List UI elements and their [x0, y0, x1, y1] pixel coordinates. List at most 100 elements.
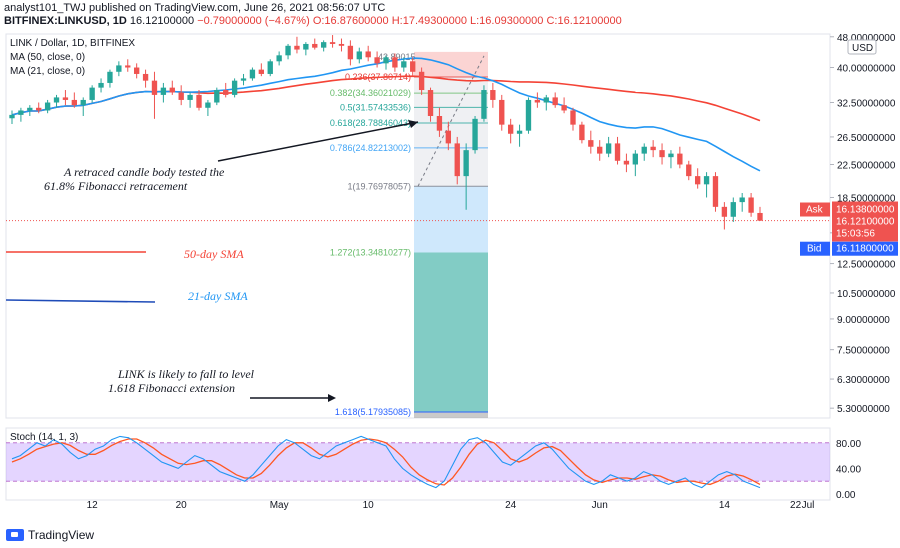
annotation-target-1: LINK is likely to fall to level	[117, 367, 255, 381]
candle-body	[27, 107, 33, 111]
fib-level-label: 0.5(31.57433536)	[340, 102, 411, 112]
candle-body	[89, 87, 95, 100]
candle-body	[62, 97, 69, 100]
bid-label: Bid	[807, 244, 821, 255]
bid-price-box	[832, 241, 898, 256]
ask-tag	[800, 202, 830, 217]
candle-body	[418, 71, 425, 91]
ask-price-box	[832, 201, 898, 242]
candle-body	[205, 102, 211, 108]
candle-body	[659, 150, 665, 158]
candle-body	[392, 57, 398, 68]
candle-body	[686, 164, 692, 177]
price-tick-label: 5.30000000	[837, 404, 890, 415]
candle-body	[427, 90, 434, 117]
currency-label: USD	[852, 43, 873, 54]
candle-body	[187, 94, 193, 100]
candle-body	[472, 118, 478, 151]
candle-body	[436, 116, 443, 131]
price-tick-label: 32.50000000	[837, 99, 896, 110]
candle-body	[641, 146, 647, 154]
footer-brand: TradingView	[6, 528, 94, 542]
candle-body	[133, 67, 140, 74]
candle-body	[543, 97, 549, 103]
chart-title: LINK / Dollar, 1D, BITFINEX	[10, 38, 135, 49]
candle-body	[561, 105, 567, 111]
stoch-tick-label: 0.00	[836, 490, 856, 501]
currency-badge	[847, 39, 877, 55]
time-tick-label: Jun	[592, 500, 608, 511]
candle-body	[249, 69, 256, 79]
candle-body	[356, 51, 362, 60]
fib-zone-bottom	[414, 412, 488, 418]
candle-body	[383, 57, 389, 64]
candle-body	[739, 197, 745, 203]
price-tick-label: 12.50000000	[837, 260, 896, 271]
candle-body	[142, 73, 149, 81]
candle-body	[258, 69, 265, 74]
time-tick-label: 24	[505, 500, 517, 511]
price-tick-label: 10.50000000	[837, 289, 896, 300]
fib-zone-top	[414, 51, 488, 78]
candle-body	[703, 176, 710, 185]
stoch-d-line	[11, 438, 761, 486]
candle-body	[721, 206, 728, 217]
candle-body	[44, 102, 51, 111]
candle-body	[410, 61, 416, 72]
last-price: 16.12100000	[129, 15, 195, 27]
candle-body	[552, 97, 558, 106]
candle-body	[80, 99, 86, 106]
time-tick-label: Jul	[802, 500, 815, 511]
candle-body	[623, 160, 630, 165]
candle-body	[329, 42, 336, 44]
candle-body	[605, 143, 612, 154]
stoch-pane-frame	[5, 427, 831, 501]
stoch-tick-label: 80.00	[836, 439, 861, 450]
candle-body	[454, 143, 460, 177]
countdown-label: 15:03:56	[836, 229, 875, 240]
candle-body	[71, 99, 78, 106]
candle-body	[303, 43, 309, 50]
stoch-tick-label: 40.00	[836, 464, 861, 475]
candle-body	[507, 124, 514, 134]
stoch-label: Stoch (14, 1, 3)	[10, 432, 78, 443]
price-tick-label: 18.50000000	[837, 193, 896, 204]
symbol-line: BITFINEX:LINKUSD, 1D 16.12100000 −0.7900…	[4, 15, 622, 27]
last-price-label: 16.12100000	[836, 217, 895, 228]
fib-level-label: 0.382(34.36021029)	[330, 88, 411, 98]
annotation-retrace-1: A retraced candle body tested the	[63, 165, 225, 179]
price-chart[interactable]: 48.00000000 40.00000000 32.50000000 26.5000…	[0, 30, 900, 526]
price-tick-label: 6.30000000	[837, 375, 890, 386]
legend-ma21-sample	[5, 299, 156, 303]
candle-body	[214, 90, 220, 103]
candle-body	[668, 153, 674, 158]
candle-body	[125, 65, 131, 68]
price-tick-label: 26.50000000	[837, 133, 896, 144]
ma50-line	[11, 75, 761, 122]
candle-body	[98, 82, 104, 88]
candle-body	[730, 202, 736, 217]
bid-tag	[800, 241, 830, 256]
candle-body	[338, 43, 345, 46]
candle-body	[677, 153, 683, 165]
candle-body	[499, 99, 505, 125]
candle-body	[597, 146, 603, 154]
candle-body	[588, 140, 594, 147]
candle-body	[9, 114, 15, 119]
time-tick-label: 14	[719, 500, 731, 511]
ask-label: Ask	[806, 205, 824, 216]
stoch-k-line	[11, 435, 761, 489]
time-tick-label: 20	[176, 500, 188, 511]
candle-body	[757, 212, 763, 221]
tradingview-logo-icon	[6, 529, 24, 541]
fib-top-label: 43.89015	[378, 52, 416, 62]
legend-ma50: MA (50, close, 0)	[10, 52, 85, 63]
candle-body	[240, 78, 247, 81]
annotation-arrow-shaft	[217, 121, 419, 162]
candle-body	[53, 97, 60, 103]
legend-ma21: MA (21, close, 0)	[10, 66, 85, 77]
price-tick-label: 7.50000000	[837, 346, 890, 357]
candle-body	[614, 143, 621, 161]
fib-level-label: 0.786(24.82213002)	[330, 143, 411, 153]
candle-body	[712, 176, 719, 207]
